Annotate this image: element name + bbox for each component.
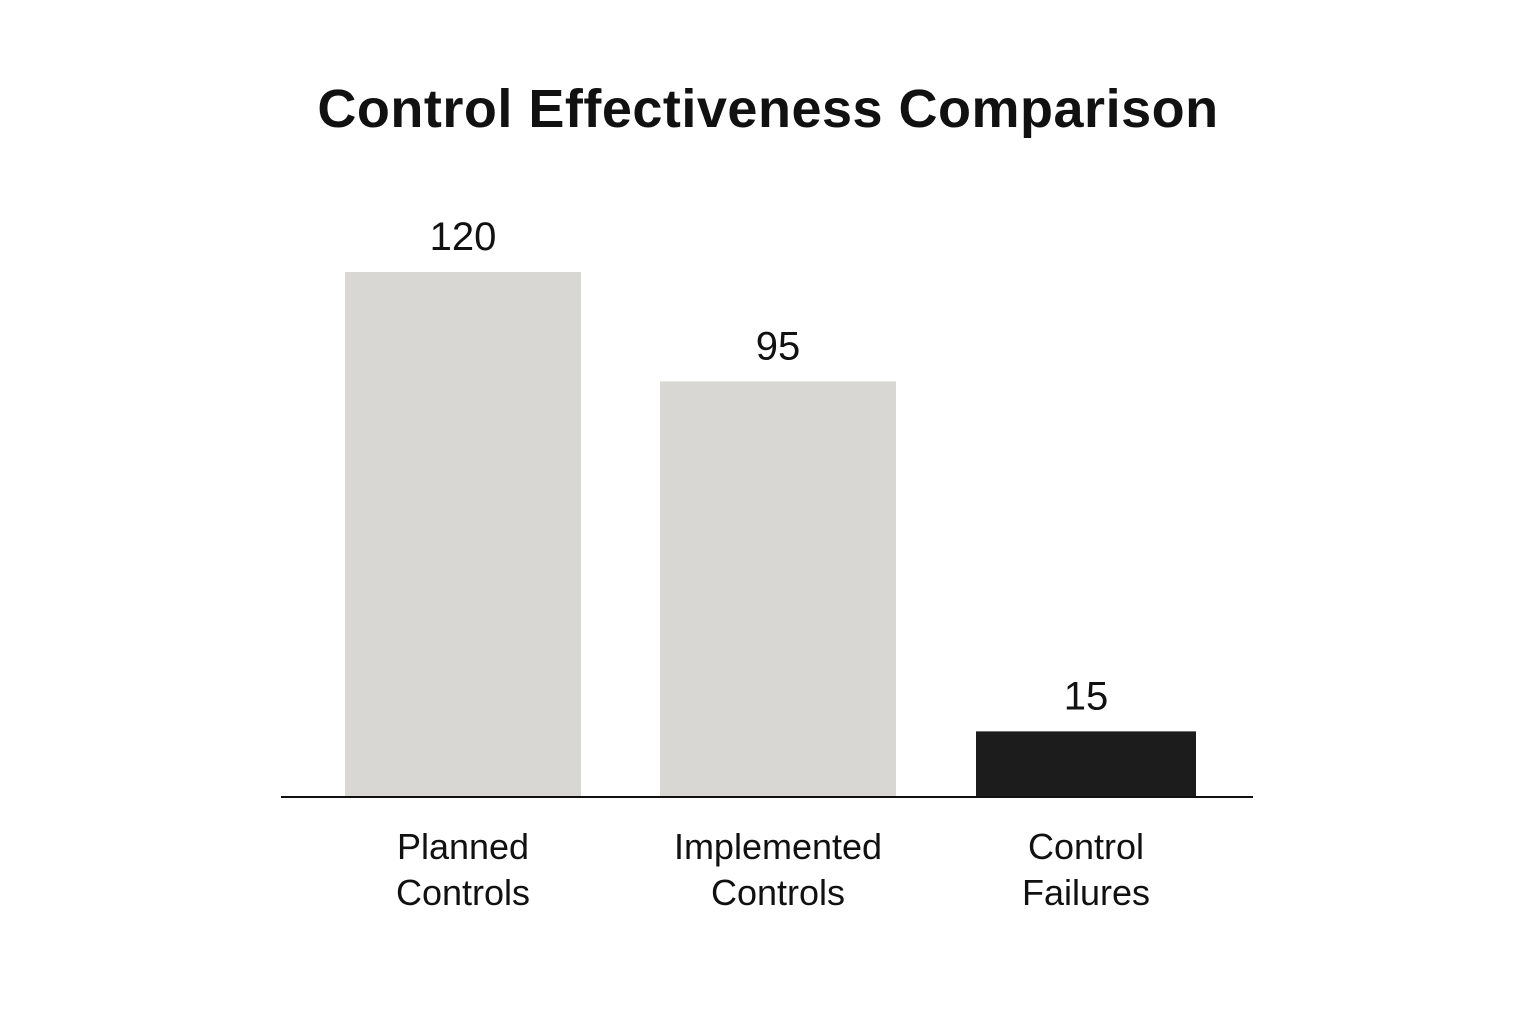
x-tick-label-line: Controls [396,872,530,913]
bar-2 [660,381,896,797]
bar-1 [345,272,581,797]
chart-title: Control Effectiveness Comparison [317,79,1219,139]
x-tick-label-line: Controls [711,872,845,913]
x-tick-label-3: Control Failures [1022,826,1150,913]
x-tick-label-2: Implemented Controls [674,826,882,913]
x-tick-labels-layer: Planned Controls Implemented Controls Contro… [396,826,1150,913]
x-tick-label-line: Control [1028,826,1144,867]
value-labels-layer: 120 95 15 [430,215,1109,718]
x-tick-label-1: Planned Controls [396,826,530,913]
bar-3 [976,731,1196,797]
x-tick-label-line: Planned [397,826,529,867]
x-tick-label-line: Implemented [674,826,882,867]
value-label-1: 120 [430,215,497,259]
bars-layer [345,272,1196,797]
value-label-2: 95 [756,324,801,368]
x-tick-label-line: Failures [1022,872,1150,913]
value-label-3: 15 [1064,674,1109,718]
